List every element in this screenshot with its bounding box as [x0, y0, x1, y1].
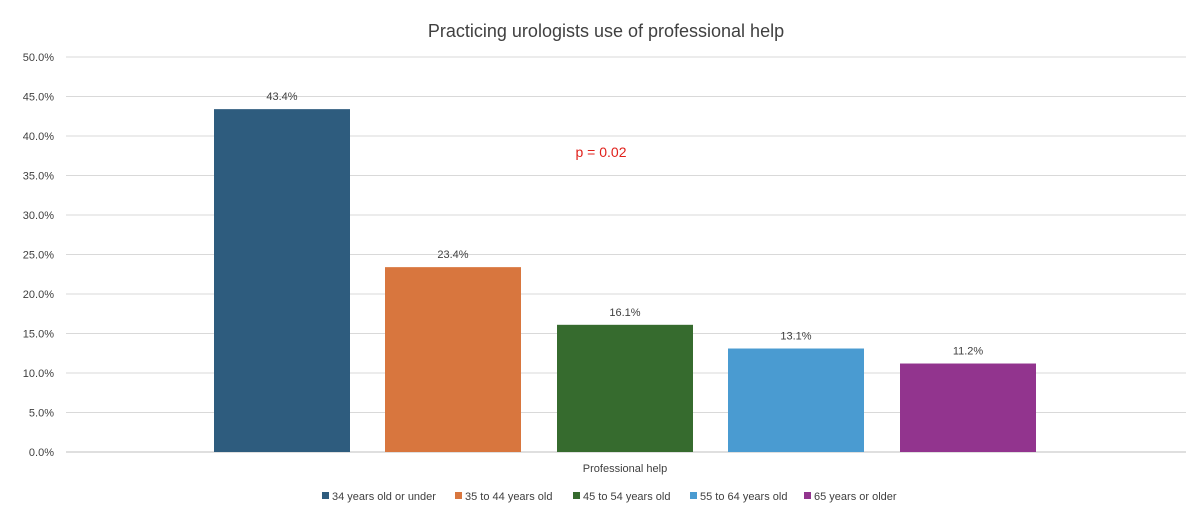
legend-label: 45 to 54 years old [583, 491, 670, 503]
y-axis-ticks: 0.0% 5.0% 10.0% 15.0% 20.0% 25.0% 30.0% 35.0% 40… [23, 52, 54, 459]
legend-swatch [455, 492, 462, 499]
legend-item: 34 years old or under [322, 491, 436, 503]
y-tick-label: 35.0% [23, 171, 54, 183]
y-tick-label: 40.0% [23, 131, 54, 143]
bar-value-label: 11.2% [953, 346, 984, 358]
y-tick-label: 0.0% [29, 447, 54, 459]
legend-item: 65 years or older [804, 491, 897, 503]
legend-swatch [322, 492, 329, 499]
legend-label: 65 years or older [814, 491, 897, 503]
y-tick-label: 5.0% [29, 408, 54, 420]
bar-value-label: 16.1% [609, 307, 640, 319]
data-labels: 43.4% 23.4% 16.1% 13.1% 11.2% [266, 91, 983, 357]
legend-item: 45 to 54 years old [573, 491, 670, 503]
legend-item: 55 to 64 years old [690, 491, 787, 503]
legend: 34 years old or under 35 to 44 years old 4… [322, 491, 897, 503]
legend-label: 34 years old or under [332, 491, 436, 503]
legend-swatch [573, 492, 580, 499]
x-axis-category-label: Professional help [583, 463, 667, 475]
y-tick-label: 30.0% [23, 210, 54, 222]
bar [728, 348, 864, 452]
bar [385, 267, 521, 452]
legend-item: 35 to 44 years old [455, 491, 552, 503]
y-tick-label: 10.0% [23, 368, 54, 380]
chart-title: Practicing urologists use of professiona… [428, 21, 784, 41]
bars [214, 109, 1036, 452]
bar [900, 363, 1036, 452]
y-tick-label: 25.0% [23, 250, 54, 262]
legend-swatch [804, 492, 811, 499]
bar-value-label: 13.1% [780, 331, 811, 343]
bar [214, 109, 350, 452]
legend-label: 35 to 44 years old [465, 491, 552, 503]
y-tick-label: 50.0% [23, 52, 54, 64]
bar-value-label: 23.4% [437, 249, 468, 261]
legend-swatch [690, 492, 697, 499]
y-tick-label: 45.0% [23, 92, 54, 104]
y-tick-label: 15.0% [23, 329, 54, 341]
bar-value-label: 43.4% [266, 91, 297, 103]
bar [557, 324, 693, 452]
y-tick-label: 20.0% [23, 289, 54, 301]
annotation-p-value: p = 0.02 [576, 144, 627, 160]
legend-label: 55 to 64 years old [700, 491, 787, 503]
